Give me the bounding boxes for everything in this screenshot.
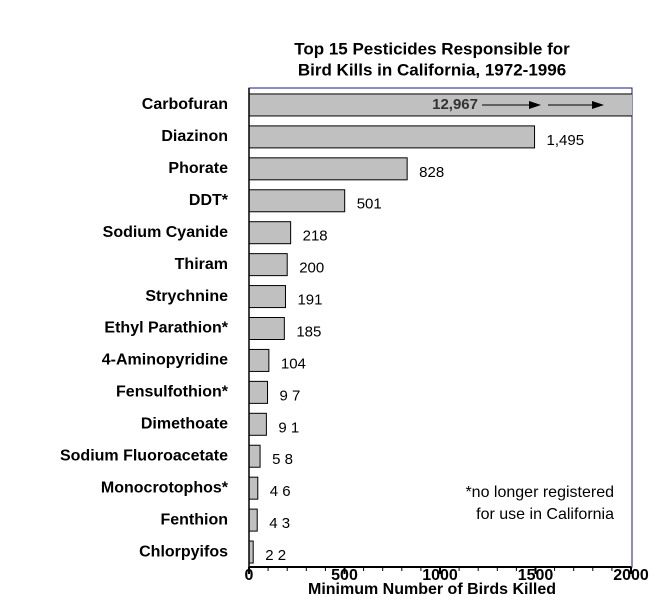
x-axis-label: Minimum Number of Birds Killed: [308, 581, 556, 597]
annotation: for use in California: [476, 506, 614, 523]
x-tick-label: 0: [245, 567, 254, 584]
y-tick-label: Sodium Fluoroacetate: [60, 447, 228, 464]
bar: [249, 221, 292, 245]
value-label: 4 3: [269, 515, 290, 532]
x-tick-label: 2000: [613, 567, 649, 584]
value-label: 9 1: [278, 419, 299, 436]
chart-title: Bird Kills in California, 1972-1996: [298, 60, 566, 79]
y-tick-label: Chlorpyifos: [139, 543, 228, 560]
annotation: *no longer registered: [465, 484, 614, 501]
value-label: 12,967: [432, 96, 478, 113]
y-tick-label: Fenthion: [160, 511, 228, 528]
y-tick-label: Monocrotophos*: [101, 479, 229, 496]
value-label: 828: [419, 164, 444, 181]
y-tick-label: Fensulfothion*: [116, 384, 229, 401]
bar: [249, 540, 254, 564]
bar: [249, 317, 285, 340]
x-tick-label: 1000: [422, 567, 458, 584]
y-tick-label: Phorate: [168, 160, 228, 177]
y-tick-label: Diazinon: [161, 128, 228, 145]
x-tick-label: 500: [331, 567, 358, 584]
bar: [249, 157, 408, 181]
value-label: 5 8: [272, 451, 293, 468]
bar: [249, 125, 536, 149]
value-label: 9 7: [280, 387, 301, 404]
y-tick-label: Ethyl Parathion*: [104, 320, 228, 337]
value-label: 185: [296, 323, 321, 340]
value-label: 501: [357, 196, 382, 213]
y-tick-label: Thiram: [175, 256, 228, 273]
value-label: 4 6: [270, 483, 291, 500]
value-label: 200: [299, 260, 324, 277]
chart-title: Top 15 Pesticides Responsible for: [294, 39, 570, 58]
bar: [249, 476, 259, 500]
value-label: 1,495: [547, 132, 585, 149]
value-label: 191: [297, 292, 322, 309]
bar: [249, 285, 286, 309]
value-label: 218: [303, 228, 328, 245]
value-label: 2 2: [265, 547, 286, 564]
bar: [249, 93, 632, 117]
bar: [249, 508, 258, 532]
y-tick-label: Dimethoate: [141, 416, 228, 433]
bar: [249, 412, 267, 436]
y-tick-label: Carbofuran: [142, 96, 228, 113]
bar: [249, 189, 346, 213]
value-label: 104: [281, 355, 306, 372]
y-tick-label: DDT*: [189, 192, 229, 209]
bar: [249, 348, 270, 372]
x-tick-label: 1500: [518, 567, 554, 584]
y-tick-label: Strychnine: [145, 288, 228, 305]
bar: [249, 253, 288, 277]
y-tick-label: 4-Aminopyridine: [102, 352, 228, 369]
bar: [249, 444, 261, 468]
y-tick-label: Sodium Cyanide: [103, 224, 228, 241]
bar: [249, 380, 269, 404]
